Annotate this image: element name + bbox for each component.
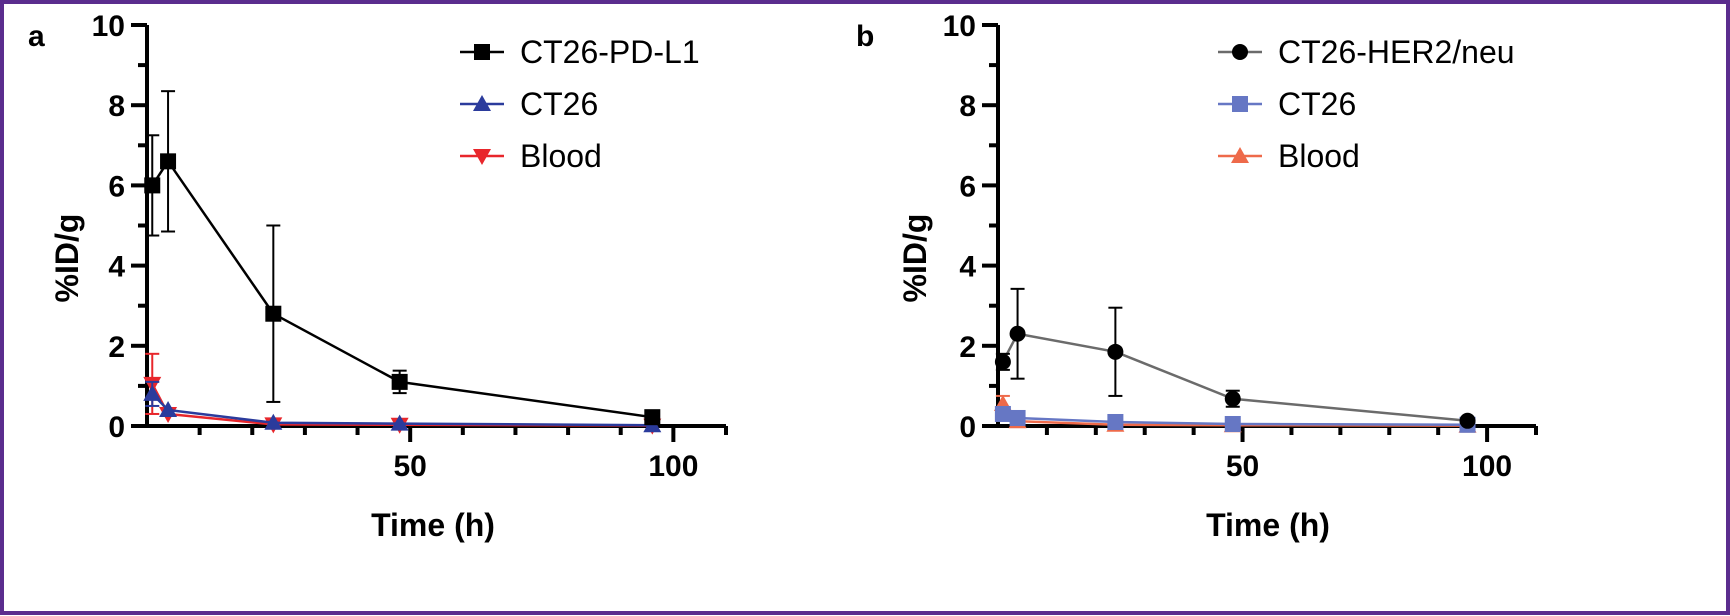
y-tick-label: 0 — [959, 411, 976, 444]
data-point — [160, 153, 177, 170]
y-tick-label: 8 — [959, 90, 976, 123]
legend-entry: Blood — [460, 138, 602, 174]
data-point — [264, 413, 283, 430]
y-tick-label: 8 — [108, 90, 125, 123]
legend-entry: CT26 — [460, 86, 598, 122]
x-tick-label: 50 — [393, 450, 426, 483]
data-point — [644, 409, 661, 426]
data-point — [1459, 412, 1476, 429]
x-tick-label: 50 — [1226, 450, 1259, 483]
panel-b: b %ID/g Time (h) 0 2 4 6 8 10 50 100 CT26-HER2/n… — [856, 10, 1538, 543]
y-tick-label: 0 — [108, 411, 125, 444]
y-tick-label: 10 — [943, 10, 976, 43]
legend-entry: CT26 — [1218, 86, 1356, 122]
legend-marker — [1232, 96, 1248, 112]
data-point — [1107, 413, 1124, 430]
y-tick-label: 6 — [959, 170, 976, 203]
legend-entry: Blood — [1218, 138, 1360, 174]
legend-marker — [473, 95, 491, 111]
data-point — [265, 305, 282, 322]
legend-entry: CT26-PD-L1 — [460, 34, 700, 70]
x-axis-title-b: Time (h) — [1206, 507, 1330, 543]
data-point — [1107, 343, 1124, 360]
panel-a: a %ID/g Time (h) 0 2 4 6 8 10 50 100 CT26-PD-L1 C… — [28, 10, 728, 543]
y-tick-label: 4 — [108, 251, 125, 284]
data-point — [1224, 415, 1241, 432]
data-point — [994, 405, 1011, 422]
data-point — [1224, 390, 1241, 407]
legend-label: CT26-HER2/neu — [1278, 34, 1515, 70]
series-ct26 — [994, 405, 1476, 433]
y-axis-title-b: %ID/g — [897, 214, 933, 303]
legend-entry: CT26-HER2/neu — [1218, 34, 1515, 70]
data-point — [1009, 325, 1026, 342]
legend-label: CT26 — [1278, 86, 1356, 122]
legend-label: Blood — [520, 138, 602, 174]
data-point — [143, 384, 162, 401]
x-axis-title-a: Time (h) — [371, 507, 495, 543]
legend-marker — [1232, 44, 1248, 60]
data-point — [144, 177, 161, 194]
legend-label: CT26 — [520, 86, 598, 122]
series-ct26-her2-neu — [994, 287, 1476, 429]
x-tick-label: 100 — [1462, 450, 1512, 483]
y-tick-label: 10 — [92, 10, 125, 43]
legend-label: CT26-PD-L1 — [520, 34, 700, 70]
legend-marker — [474, 44, 490, 60]
x-tick-label: 100 — [648, 450, 698, 483]
data-point — [1009, 409, 1026, 426]
y-tick-label: 4 — [959, 251, 976, 284]
legend-label: Blood — [1278, 138, 1360, 174]
y-tick-label: 6 — [108, 170, 125, 203]
data-point — [994, 353, 1011, 370]
panel-label-a: a — [28, 20, 45, 53]
series-ct26-pd-l1 — [144, 90, 661, 426]
y-tick-label: 2 — [959, 331, 976, 364]
data-point — [391, 373, 408, 390]
data-point — [159, 400, 178, 417]
y-tick-label: 2 — [108, 331, 125, 364]
legend-marker — [1231, 147, 1249, 163]
legend-marker — [473, 149, 491, 165]
data-point — [390, 414, 409, 431]
panel-label-b: b — [856, 20, 874, 53]
y-axis-title-a: %ID/g — [49, 214, 85, 303]
